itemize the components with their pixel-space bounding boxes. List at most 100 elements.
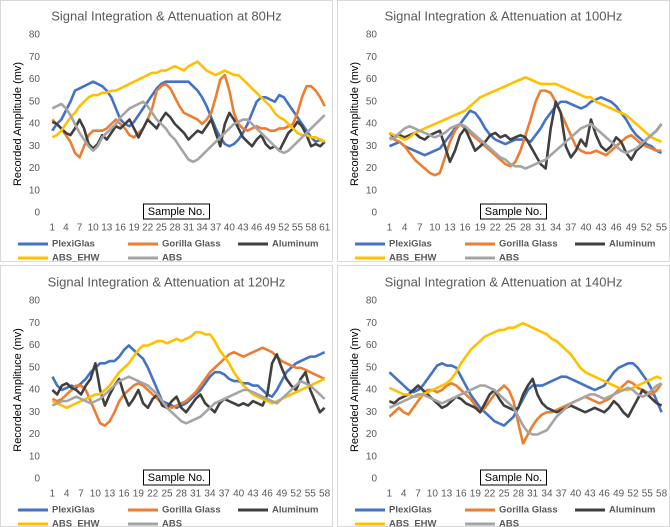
y-tick-label: 30 [366, 407, 378, 418]
legend-label: ABS [499, 253, 519, 264]
legend-label: ABS_EHW [389, 519, 437, 527]
x-tick-label: 52 [278, 223, 290, 234]
legend-label: Gorilla Glass [162, 239, 221, 250]
series-line [51, 375, 326, 425]
x-tick-label: 22 [490, 223, 502, 234]
series-line [51, 100, 326, 164]
y-tick-label: 70 [366, 52, 378, 63]
x-tick-label: 25 [505, 223, 517, 234]
x-tick-label: 10 [427, 489, 439, 500]
x-tick-label: 52 [627, 489, 639, 500]
y-tick-label: 20 [366, 163, 378, 174]
x-tick-label: 31 [190, 489, 202, 500]
x-tick-label: 31 [183, 223, 195, 234]
y-tick-label: 60 [366, 340, 378, 351]
x-tick-label: 46 [611, 223, 623, 234]
series-line [51, 346, 326, 427]
x-tick-label: 40 [570, 489, 582, 500]
legend-label: ABS [499, 519, 519, 527]
y-tick-label: 30 [366, 141, 378, 152]
y-tick-label: 50 [29, 362, 41, 373]
panel-frame [0, 265, 333, 527]
x-tick-label: 22 [484, 489, 496, 500]
x-tick-label: 43 [595, 223, 607, 234]
x-tick-label: 43 [237, 223, 249, 234]
y-tick-label: 40 [366, 385, 378, 396]
x-tick-label: 46 [262, 489, 274, 500]
x-tick-label: 16 [455, 489, 467, 500]
x-axis-label-box [480, 203, 547, 220]
y-tick-label: 40 [29, 119, 41, 130]
y-tick-label: 70 [366, 318, 378, 329]
x-axis-label-box [143, 203, 210, 220]
legend-label: Aluminum [609, 505, 655, 516]
series-line [51, 353, 326, 414]
x-tick-label: 43 [584, 489, 596, 500]
chart-title: Signal Integration & Attenuation at 120H… [48, 274, 286, 289]
y-tick-label: 60 [29, 74, 41, 85]
x-tick-label: 37 [565, 223, 577, 234]
legend-label: ABS_EHW [389, 253, 437, 264]
y-tick-label: 50 [366, 362, 378, 373]
x-tick-label: 28 [169, 223, 181, 234]
series-line [51, 344, 326, 410]
legend-label: Aluminum [272, 239, 318, 250]
y-tick-label: 10 [29, 185, 41, 196]
x-tick-label: 4 [63, 223, 69, 234]
series-line [51, 73, 326, 159]
y-tick-label: 0 [371, 474, 377, 485]
x-tick-label: 34 [197, 223, 209, 234]
y-tick-label: 70 [29, 318, 41, 329]
x-tick-label: 10 [88, 223, 100, 234]
y-tick-label: 0 [34, 474, 40, 485]
x-tick-label: 13 [444, 223, 456, 234]
x-tick-label: 40 [233, 489, 245, 500]
y-tick-label: 40 [366, 119, 378, 130]
legend-label: Aluminum [272, 505, 318, 516]
panel-frame [337, 265, 670, 527]
x-axis-label: Sample No. [148, 206, 205, 218]
y-tick-label: 10 [366, 185, 378, 196]
x-tick-label: 37 [210, 223, 222, 234]
y-axis-label: Recorded Amplitude (mv) [349, 328, 361, 452]
x-tick-label: 58 [656, 489, 668, 500]
y-tick-label: 20 [366, 429, 378, 440]
y-tick-label: 80 [29, 30, 41, 41]
x-tick-label: 52 [641, 223, 653, 234]
series-line [51, 60, 326, 143]
x-tick-label: 49 [626, 223, 638, 234]
x-axis-label-box [480, 469, 547, 486]
legend-label: PlexiGlas [52, 239, 95, 250]
x-tick-label: 49 [613, 489, 625, 500]
legend-label: Gorilla Glass [499, 505, 558, 516]
x-tick-label: 28 [176, 489, 188, 500]
x-tick-label: 22 [147, 489, 159, 500]
series-line [388, 382, 663, 436]
y-tick-label: 20 [29, 163, 41, 174]
x-tick-label: 40 [224, 223, 236, 234]
panel-frame [0, 0, 333, 262]
x-tick-label: 19 [475, 223, 487, 234]
x-tick-label: 1 [50, 489, 56, 500]
x-tick-label: 37 [219, 489, 231, 500]
y-tick-label: 80 [29, 296, 41, 307]
x-tick-label: 19 [133, 489, 145, 500]
x-tick-label: 55 [642, 489, 654, 500]
x-tick-label: 25 [161, 489, 173, 500]
x-tick-label: 58 [306, 223, 318, 234]
x-tick-label: 55 [656, 223, 668, 234]
x-tick-label: 13 [441, 489, 453, 500]
y-axis-label: Recorded Amplitude (mv) [349, 62, 361, 186]
x-tick-label: 49 [265, 223, 277, 234]
y-tick-label: 50 [366, 96, 378, 107]
series-line [388, 362, 663, 427]
legend-label: ABS_EHW [52, 519, 100, 527]
x-tick-label: 7 [77, 223, 83, 234]
chart-title: Signal Integration & Attenuation at 80Hz [51, 8, 282, 23]
x-tick-label: 16 [118, 489, 130, 500]
x-tick-label: 7 [78, 489, 84, 500]
x-tick-label: 55 [292, 223, 304, 234]
x-axis-label: Sample No. [485, 206, 542, 218]
x-tick-label: 19 [128, 223, 140, 234]
